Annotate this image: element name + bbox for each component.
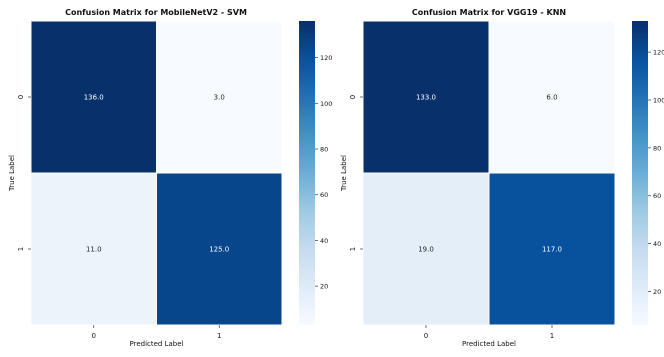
heatmap-cell: [30, 172, 157, 326]
y-tick-label: 0: [17, 95, 25, 99]
heatmap-cell: [488, 20, 616, 174]
y-tick-label: 1: [17, 247, 25, 251]
y-tick-label: 1: [349, 247, 357, 251]
colorbar-tick-label: 80: [653, 144, 661, 152]
heatmap-cell: [156, 20, 283, 174]
confusion-matrix-1: Confusion Matrix for MobileNetV2 - SVM13…: [8, 8, 332, 348]
cell-value-label: 3.0: [214, 94, 225, 102]
cell-value-label: 11.0: [86, 246, 102, 254]
x-tick-label: 1: [217, 332, 221, 340]
cell-value-label: 6.0: [546, 94, 557, 102]
x-tick-label: 1: [550, 332, 554, 340]
cell-value-label: 117.0: [542, 246, 562, 254]
x-tick-label: 0: [92, 332, 96, 340]
y-axis-label: True Label: [340, 155, 348, 192]
colorbar-tick-label: 40: [653, 240, 661, 248]
y-axis-label: True Label: [8, 155, 16, 192]
cell-value-label: 125.0: [209, 246, 229, 254]
chart-title: Confusion Matrix for VGG19 - KNN: [412, 8, 566, 17]
chart-title: Confusion Matrix for MobileNetV2 - SVM: [65, 8, 247, 17]
heatmap-cell: [30, 20, 157, 174]
cell-value-label: 133.0: [416, 94, 436, 102]
colorbar-tick-label: 40: [320, 237, 328, 245]
heatmap-cell: [488, 172, 616, 326]
colorbar-tick-label: 20: [653, 288, 661, 296]
heatmap-cell: [362, 172, 490, 326]
x-tick-label: 0: [424, 332, 428, 340]
x-axis-label: Predicted Label: [130, 340, 184, 348]
colorbar: [299, 21, 315, 325]
y-tick-label: 0: [349, 95, 357, 99]
colorbar-tick-label: 80: [320, 146, 328, 154]
confusion-matrix-2: Confusion Matrix for VGG19 - KNN 133.0 6.0…: [340, 8, 664, 348]
colorbar-tick-label: 60: [653, 192, 661, 200]
colorbar-tick-label: 100: [653, 96, 664, 104]
x-axis-label: Predicted Label: [462, 340, 516, 348]
colorbar: [632, 21, 648, 325]
colorbar-tick-label: 20: [320, 283, 328, 291]
cell-value-label: 19.0: [418, 246, 434, 254]
heatmap-cell: [156, 172, 283, 326]
cell-value-label: 136.0: [84, 94, 104, 102]
colorbar-tick-label: 60: [320, 191, 328, 199]
colorbar-tick-label: 120: [320, 54, 332, 62]
colorbar-tick-label: 120: [653, 49, 664, 57]
colorbar-tick-label: 100: [320, 100, 332, 108]
